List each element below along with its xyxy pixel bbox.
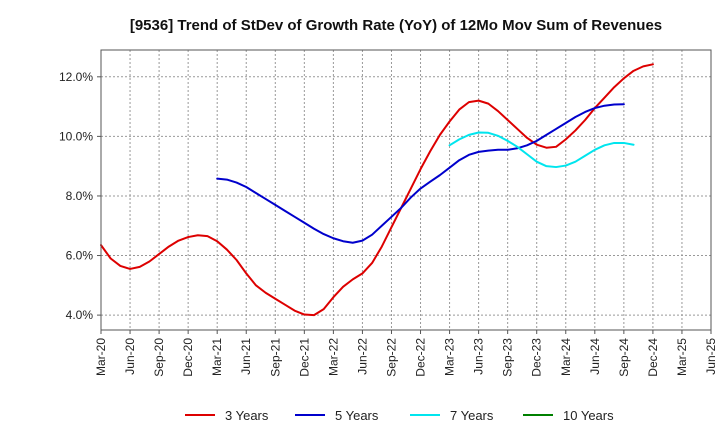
x-tick-label: Mar-20 xyxy=(94,338,108,376)
grid-lines xyxy=(100,50,712,330)
y-tick-label: 6.0% xyxy=(66,249,94,263)
x-tick-label: Dec-23 xyxy=(530,338,544,377)
plot-frame xyxy=(100,49,712,331)
y-tick-label: 12.0% xyxy=(59,70,93,84)
x-tick-label: Jun-20 xyxy=(123,338,137,375)
series-line-3-years xyxy=(100,63,654,317)
series-group xyxy=(100,63,654,317)
x-tick-label: Mar-21 xyxy=(210,338,224,376)
x-tick-label: Sep-21 xyxy=(268,338,282,377)
x-tick-label: Jun-23 xyxy=(472,338,486,375)
x-tick-label: Dec-24 xyxy=(646,338,660,377)
series-line-7-years xyxy=(448,131,635,169)
y-axis-ticks: 4.0% 6.0% 8.0% 10.0% 12.0% xyxy=(59,70,101,322)
y-tick-label: 10.0% xyxy=(59,129,93,143)
y-tick-label: 4.0% xyxy=(66,308,94,322)
chart-title: [9536] Trend of StDev of Growth Rate (Yo… xyxy=(130,17,662,34)
x-tick-label: Dec-22 xyxy=(414,338,428,377)
legend: 3 Years 5 Years 7 Years 10 Years xyxy=(185,408,614,423)
x-tick-label: Sep-23 xyxy=(501,338,515,377)
x-tick-label: Dec-20 xyxy=(181,338,195,377)
x-tick-label: Mar-23 xyxy=(443,338,457,376)
x-tick-label: Jun-22 xyxy=(355,338,369,375)
y-tick-label: 8.0% xyxy=(66,189,94,203)
x-tick-label: Dec-21 xyxy=(297,338,311,377)
x-tick-label: Mar-25 xyxy=(675,338,689,376)
x-axis-ticks: Mar-20 Jun-20 Sep-20 Dec-20 Mar-21 Jun-21 Sep-… xyxy=(94,330,718,377)
x-tick-label: Jun-25 xyxy=(704,338,718,375)
legend-label-5-years: 5 Years xyxy=(335,408,379,423)
series-line-5-years xyxy=(216,103,625,244)
x-tick-label: Jun-21 xyxy=(239,338,253,375)
x-tick-label: Jun-24 xyxy=(588,338,602,375)
x-tick-label: Mar-24 xyxy=(559,338,573,376)
legend-label-3-years: 3 Years xyxy=(225,408,269,423)
x-tick-label: Mar-22 xyxy=(326,338,340,376)
x-tick-label: Sep-20 xyxy=(152,338,166,377)
legend-label-7-years: 7 Years xyxy=(450,408,494,423)
x-tick-label: Sep-24 xyxy=(617,338,631,377)
x-tick-label: Sep-22 xyxy=(384,338,398,377)
legend-label-10-years: 10 Years xyxy=(563,408,614,423)
